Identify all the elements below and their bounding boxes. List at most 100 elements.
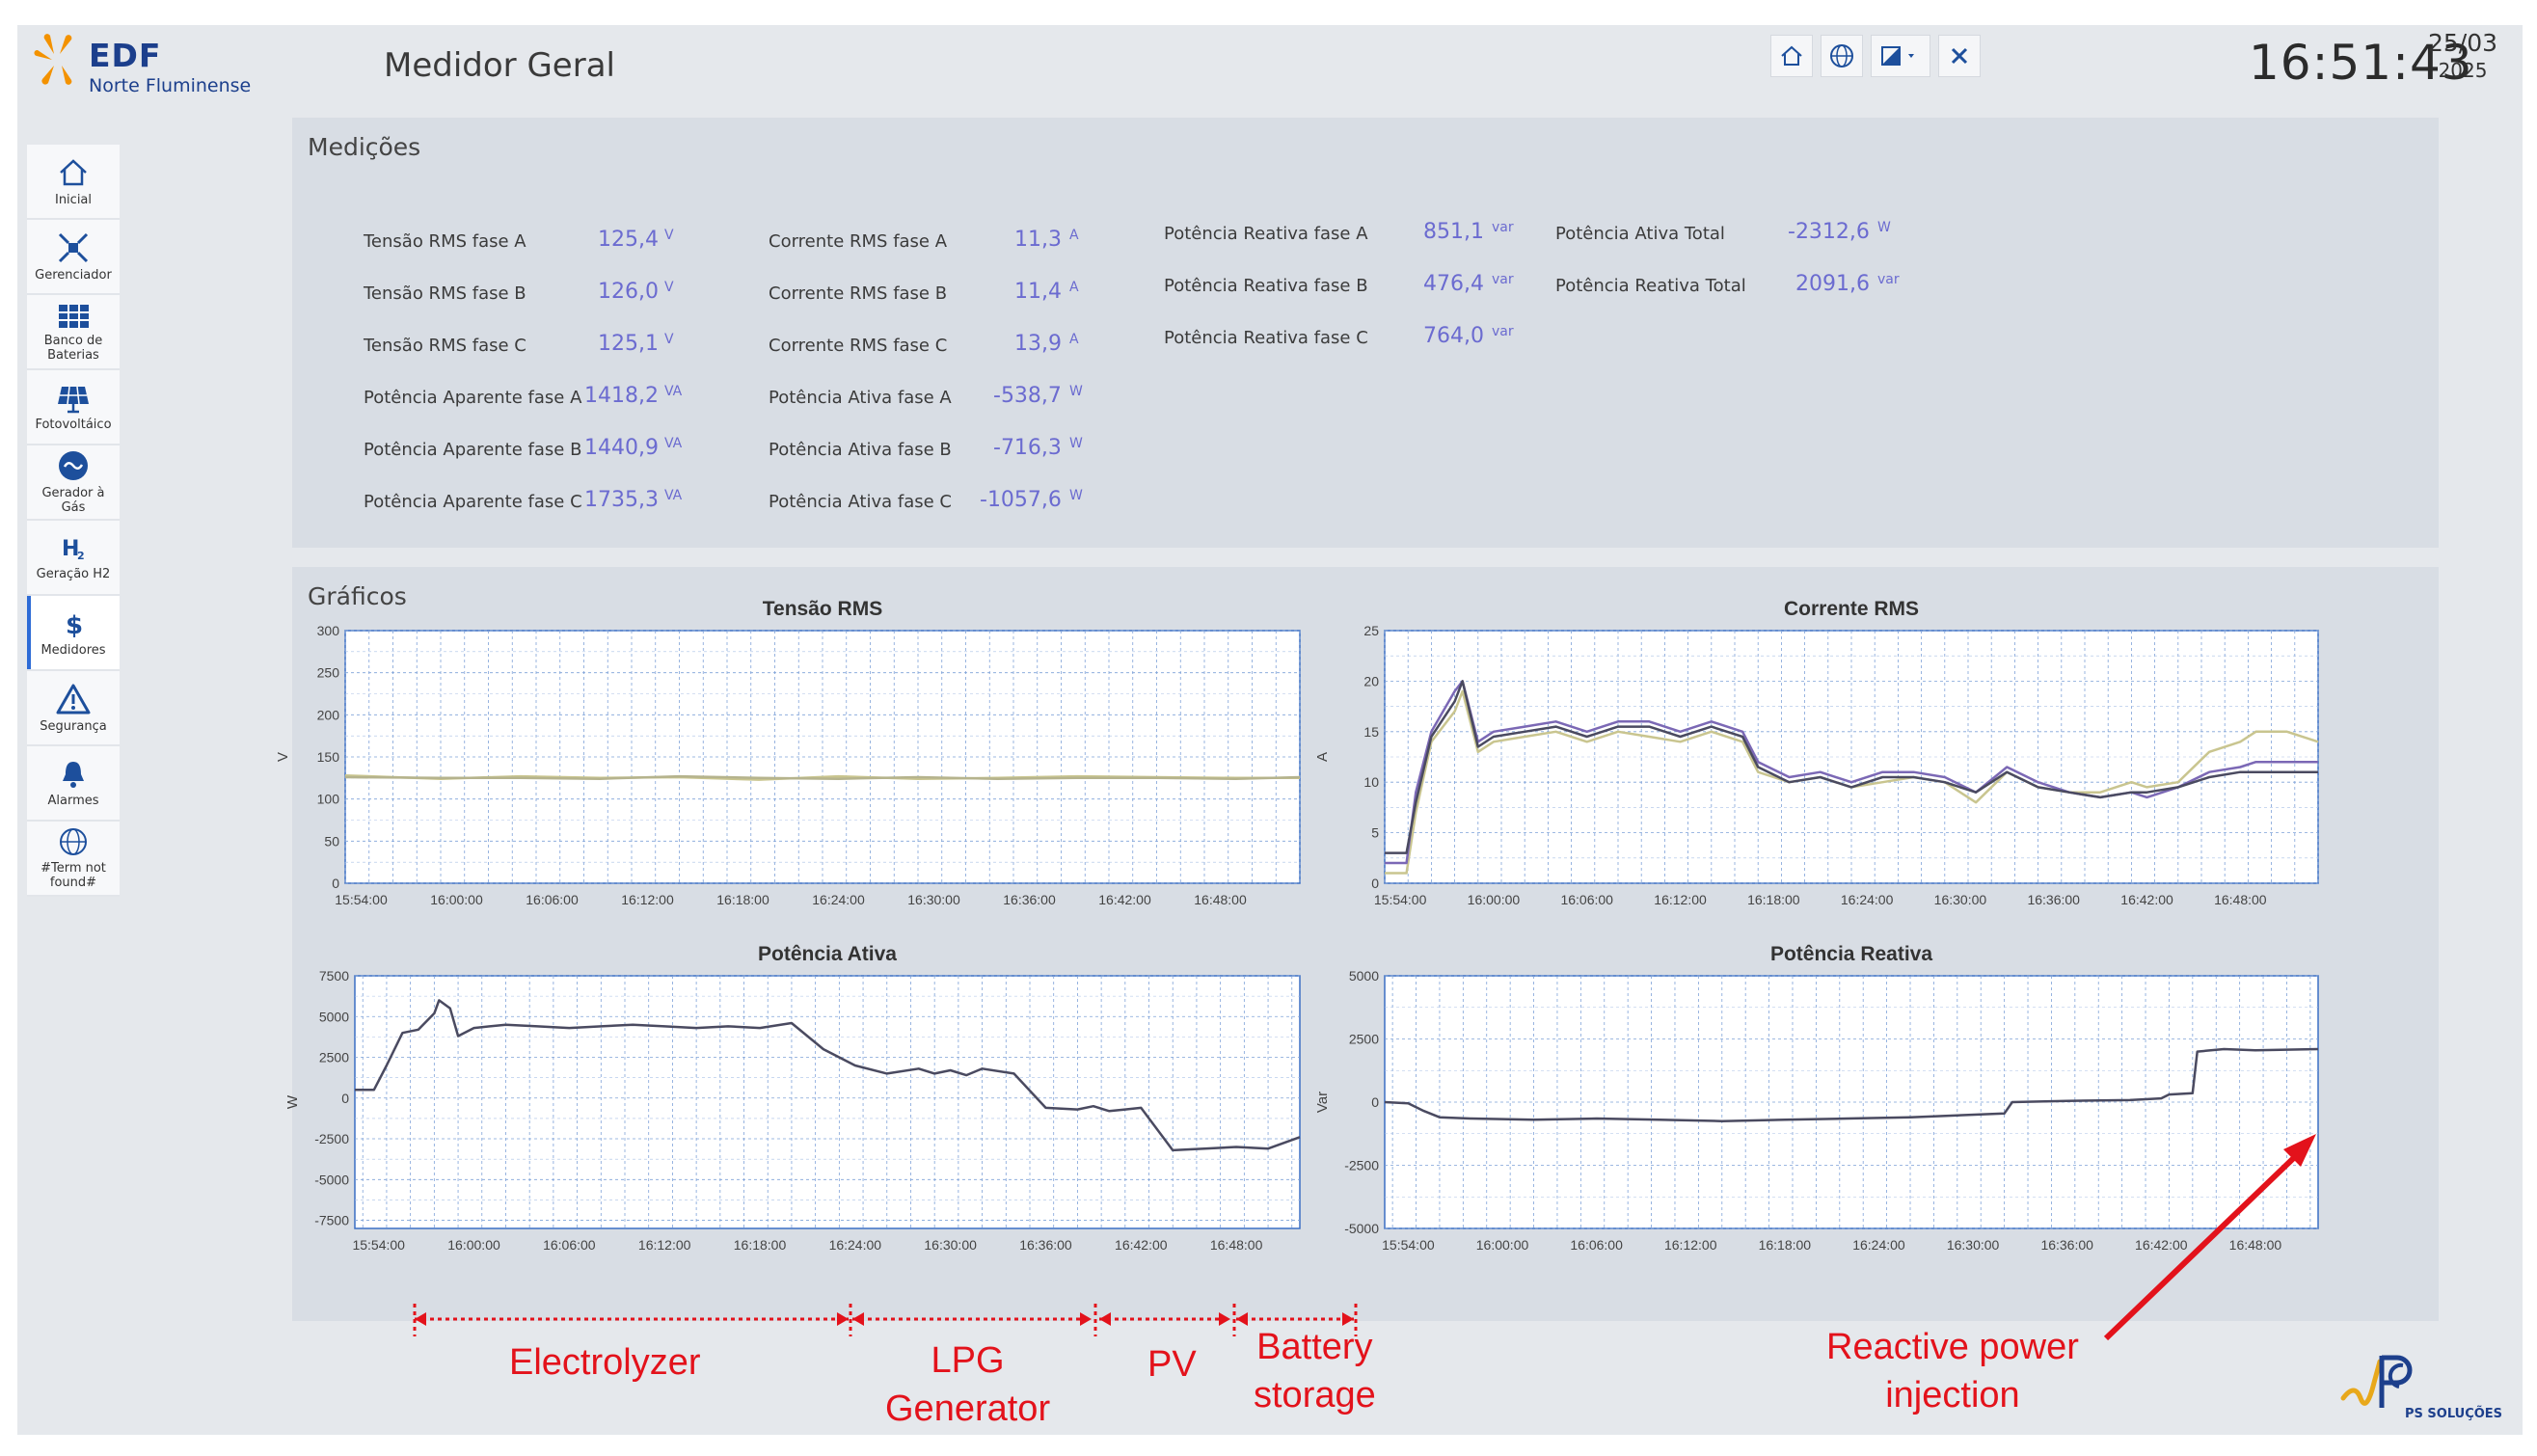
- x-tick-label: 16:24:00: [1841, 892, 1894, 907]
- x-tick-label: 16:48:00: [1210, 1237, 1263, 1253]
- measurement-unit: V: [664, 280, 674, 295]
- y-tick-label: -7500: [314, 1213, 349, 1228]
- home-icon: [60, 158, 87, 185]
- sidebar-item-label: Segurança: [40, 718, 107, 734]
- measurement-label: Potência Aparente fase B: [364, 440, 582, 460]
- y-tick-label: 20: [1363, 673, 1379, 688]
- x-tick-label: 16:06:00: [1560, 892, 1613, 907]
- measurement-unit: var: [1492, 272, 1514, 287]
- toolbar: [1770, 35, 1981, 83]
- x-tick-label: 16:00:00: [1468, 892, 1521, 907]
- contrast-dropdown-icon: [1881, 46, 1914, 66]
- x-tick-label: 16:36:00: [2027, 892, 2080, 907]
- language-button[interactable]: [1821, 35, 1863, 77]
- sidebar-item-alarmes[interactable]: Alarmes: [27, 746, 120, 822]
- y-tick-label: 15: [1363, 724, 1379, 740]
- y-tick-label: 5000: [319, 1009, 349, 1024]
- measurement-unit: var: [1492, 324, 1514, 339]
- measurement-value: 764,0: [1423, 324, 1484, 348]
- y-tick-label: 2500: [1349, 1032, 1379, 1047]
- chart-title: Tensão RMS: [763, 598, 882, 620]
- svg-text:$: $: [66, 611, 83, 639]
- y-tick-label: 10: [1363, 774, 1379, 790]
- header: EDF Norte Fluminense Medidor Geral 16:51…: [17, 25, 2523, 112]
- measurement-unit: A: [1069, 332, 1079, 347]
- x-tick-label: 16:30:00: [1947, 1237, 2000, 1253]
- measurement-label: Tensão RMS fase A: [364, 231, 526, 252]
- measurement-value: -538,7: [993, 384, 1062, 408]
- chart-0: Tensão RMS 0 50 100 150 200 250 300 15:54:00 16:0…: [275, 592, 1319, 926]
- measurement-value: 125,1: [598, 332, 659, 356]
- chart-1: Corrente RMS 0 5 10 15 20 25 15:54:00 16:00:00 16…: [1314, 592, 2337, 926]
- battery-bank-icon: [59, 305, 89, 328]
- sidebar-item-banco-de-baterias[interactable]: Banco de Baterias: [27, 295, 120, 370]
- medicoes-panel: Medições Tensão RMS fase A 125,4 V Tensão R…: [292, 118, 2439, 548]
- sidebar-item-inicial[interactable]: Inicial: [27, 145, 120, 220]
- svg-text:2: 2: [77, 550, 85, 562]
- home-button[interactable]: [1770, 35, 1813, 77]
- measurement-unit: A: [1069, 228, 1079, 243]
- sidebar-item-gerenciador[interactable]: Gerenciador: [27, 220, 120, 295]
- y-tick-label: -2500: [314, 1131, 349, 1146]
- edf-logo-mark-icon: [34, 34, 72, 85]
- sidebar-item-language[interactable]: #Term not found#: [27, 822, 120, 897]
- y-tick-label: -5000: [1344, 1221, 1379, 1236]
- sidebar-item-label: Fotovoltáico: [35, 417, 112, 432]
- sidebar-item-gerador-a-gas[interactable]: Gerador à Gás: [27, 445, 120, 521]
- ps-logo-mark-icon: PS SOLUÇÕES: [2340, 1355, 2502, 1421]
- sidebar-item-seguranca[interactable]: Segurança: [27, 671, 120, 746]
- x-tick-label: 15:54:00: [352, 1237, 405, 1253]
- measurement-unit: W: [1069, 436, 1083, 451]
- sidebar-item-label: Gerenciador: [35, 267, 112, 283]
- measurement-value: 126,0: [598, 280, 659, 304]
- annotation-pv: PV: [1147, 1344, 1197, 1385]
- x-tick-label: 16:24:00: [812, 892, 865, 907]
- y-tick-label: 5: [1371, 825, 1379, 841]
- sidebar-item-label: Geração H2: [36, 566, 111, 581]
- x-tick-label: 16:00:00: [430, 892, 483, 907]
- measurement-value: 851,1: [1423, 220, 1484, 244]
- series-line: [344, 774, 1301, 780]
- graficos-title: Gráficos: [308, 582, 407, 610]
- y-tick-label: 25: [1363, 623, 1379, 638]
- y-tick-label: 50: [324, 833, 339, 849]
- y-axis-label: V: [275, 752, 291, 762]
- x-tick-label: 15:54:00: [1374, 892, 1427, 907]
- home-icon: [1781, 45, 1802, 66]
- y-tick-label: 300: [317, 623, 340, 638]
- measurement-value: -716,3: [993, 436, 1062, 460]
- close-button[interactable]: [1938, 35, 1981, 77]
- x-tick-label: 16:12:00: [1664, 1237, 1717, 1253]
- sidebar-item-label: Banco de Baterias: [43, 334, 103, 363]
- annotation-electrolyzer: Electrolyzer: [509, 1342, 701, 1383]
- y-tick-label: 0: [341, 1091, 349, 1106]
- y-axis-label: Var: [1314, 1092, 1331, 1113]
- sidebar-item-label: Medidores: [40, 642, 106, 658]
- x-tick-label: 16:30:00: [1934, 892, 1987, 907]
- theme-dropdown[interactable]: [1871, 35, 1930, 77]
- x-tick-label: 16:48:00: [2229, 1237, 2282, 1253]
- sidebar-item-medidores[interactable]: $ Medidores: [27, 596, 120, 671]
- app-window: EDF Norte Fluminense Medidor Geral 16:51…: [17, 25, 2523, 1435]
- measurement-value: 125,4: [598, 228, 659, 252]
- x-tick-label: 16:24:00: [829, 1237, 882, 1253]
- sidebar-item-fotovoltaico[interactable]: Fotovoltáico: [27, 370, 120, 445]
- x-tick-label: 16:18:00: [1747, 892, 1800, 907]
- measurement-unit: W: [1069, 488, 1083, 503]
- sidebar-item-label: #Term not found#: [40, 861, 106, 890]
- y-tick-label: 200: [317, 707, 340, 722]
- x-tick-label: 16:12:00: [1654, 892, 1707, 907]
- x-tick-label: 16:18:00: [716, 892, 769, 907]
- measurement-value: 1440,9: [584, 436, 659, 460]
- measurement-value: 1735,3: [584, 488, 659, 512]
- measurement-unit: W: [1069, 384, 1083, 399]
- edf-brand-sub: Norte Fluminense: [89, 75, 252, 96]
- close-icon: [1951, 47, 1968, 65]
- x-tick-label: 16:48:00: [2214, 892, 2267, 907]
- x-tick-label: 16:42:00: [2135, 1237, 2188, 1253]
- measurement-label: Corrente RMS fase C: [769, 336, 948, 356]
- x-tick-label: 16:36:00: [1019, 1237, 1072, 1253]
- sidebar-item-label: Inicial: [54, 192, 93, 207]
- measurement-value: 13,9: [1014, 332, 1062, 356]
